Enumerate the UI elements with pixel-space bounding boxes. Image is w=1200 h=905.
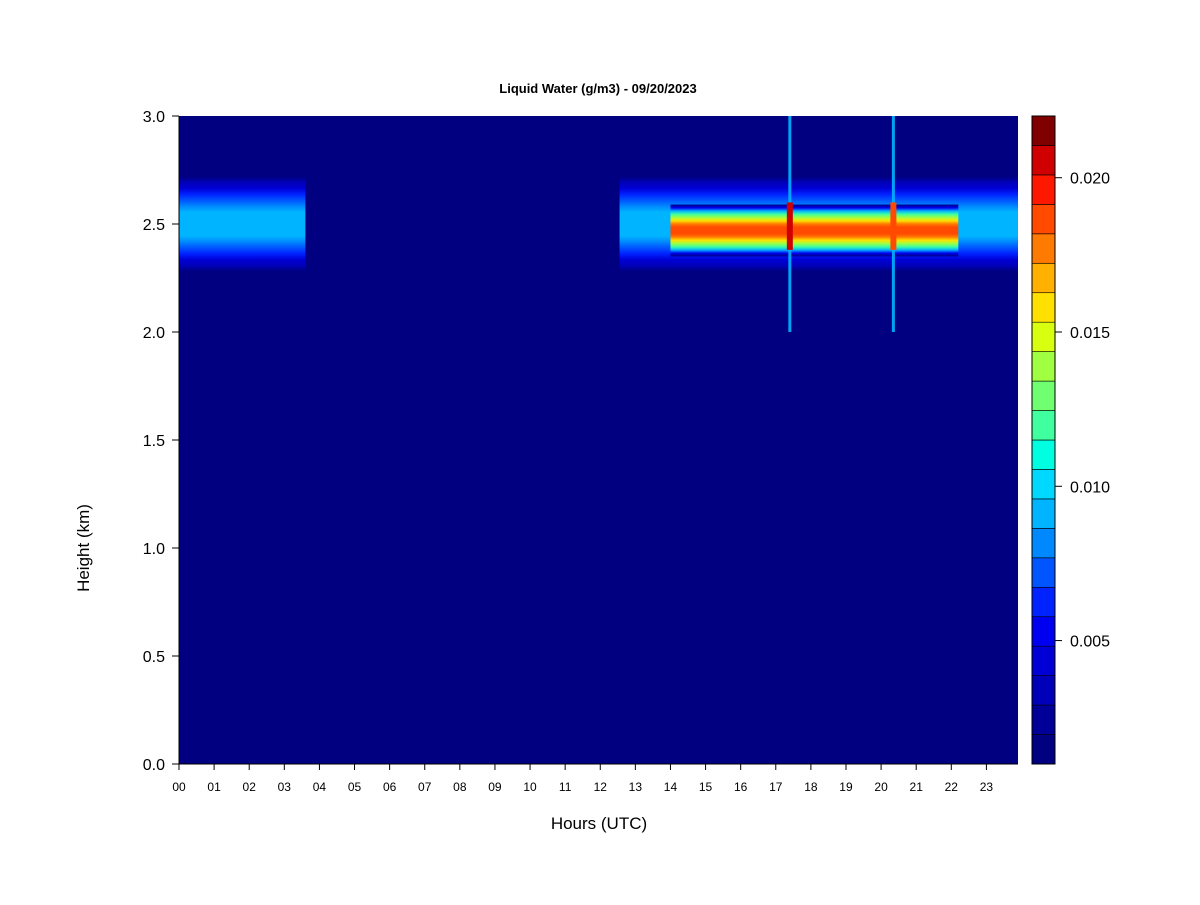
colorbar-segment [1031,292,1056,323]
y-tick-label: 0.5 [143,649,165,666]
colorbar-segment [1031,380,1056,411]
cloud-layer-0 [179,176,306,272]
x-tick-label: 18 [804,780,818,794]
x-tick-label: 16 [734,780,748,794]
colorbar-segment [1031,498,1056,529]
x-tick-label: 14 [664,780,678,794]
colorbar-segment [1031,586,1056,618]
x-tick-label: 19 [839,780,853,794]
x-tick-label: 02 [243,780,257,794]
x-tick-label: 01 [207,780,221,794]
spike-core-1 [890,202,897,250]
colorbar-segment [1031,321,1056,352]
colorbar: 0.005 0.010 0.015 0.020 [1031,115,1110,765]
colorbar-tick-label: 0.015 [1070,325,1110,342]
x-tick-label: 15 [699,780,713,794]
colorbar-segment [1031,675,1056,706]
colorbar-segment [1031,262,1056,294]
x-tick-label: 20 [874,780,888,794]
colorbar-segment [1031,616,1056,647]
colorbar-segment [1031,410,1056,441]
y-tick-label: 0.0 [143,757,165,774]
colorbar-tick-label: 0.010 [1070,479,1110,496]
colorbar-segment [1031,645,1056,676]
x-tick-label: 05 [348,780,362,794]
colorbar-segment [1031,439,1056,470]
x-tick-label: 09 [488,780,502,794]
colorbar-segment [1031,233,1056,264]
x-tick-label: 04 [313,780,327,794]
colorbar-segment [1031,704,1056,735]
x-axis-label: Hours (UTC) [551,814,647,833]
colorbar-segment [1031,557,1056,588]
colorbar-segment [1031,528,1056,559]
x-tick-label: 03 [278,780,292,794]
x-tick-label: 23 [980,780,994,794]
colorbar-segment [1031,174,1056,205]
y-axis: 0.0 0.5 1.0 1.5 2.0 2.5 3.0 [143,109,180,774]
y-tick-label: 2.0 [143,325,165,342]
x-tick-label: 08 [453,780,467,794]
colorbar-segment [1031,734,1056,765]
colorbar-tick-label: 0.005 [1070,634,1110,651]
chart-title: Liquid Water (g/m3) - 09/20/2023 [499,81,696,96]
colorbar-tick-label: 0.020 [1070,171,1110,188]
x-tick-label: 21 [910,780,924,794]
x-tick-label: 00 [172,780,186,794]
x-tick-label: 17 [769,780,783,794]
y-tick-label: 1.0 [143,541,165,558]
colorbar-segment [1031,115,1056,146]
colorbar-segment [1031,469,1056,500]
y-tick-label: 2.5 [143,217,165,234]
plot-area [179,116,1018,764]
colorbar-segment [1031,145,1056,176]
x-tick-label: 13 [629,780,643,794]
x-tick-label: 06 [383,780,397,794]
x-tick-label: 07 [418,780,432,794]
x-tick-label: 11 [559,780,572,794]
spike-core-0 [786,202,793,250]
y-tick-label: 3.0 [143,109,165,126]
cloud-layer-2 [670,204,959,257]
colorbar-frame [1031,115,1056,765]
colorbar-segment [1031,351,1056,382]
x-tick-label: 22 [945,780,959,794]
y-tick-label: 1.5 [143,433,165,450]
y-axis-label: Height (km) [74,504,93,592]
x-tick-label: 12 [594,780,608,794]
x-tick-label: 10 [523,780,537,794]
x-axis: 00 01 02 03 04 05 06 07 08 09 10 11 12 13 14 15 16 17 18 19… [172,763,1018,794]
colorbar-segment [1031,204,1056,235]
